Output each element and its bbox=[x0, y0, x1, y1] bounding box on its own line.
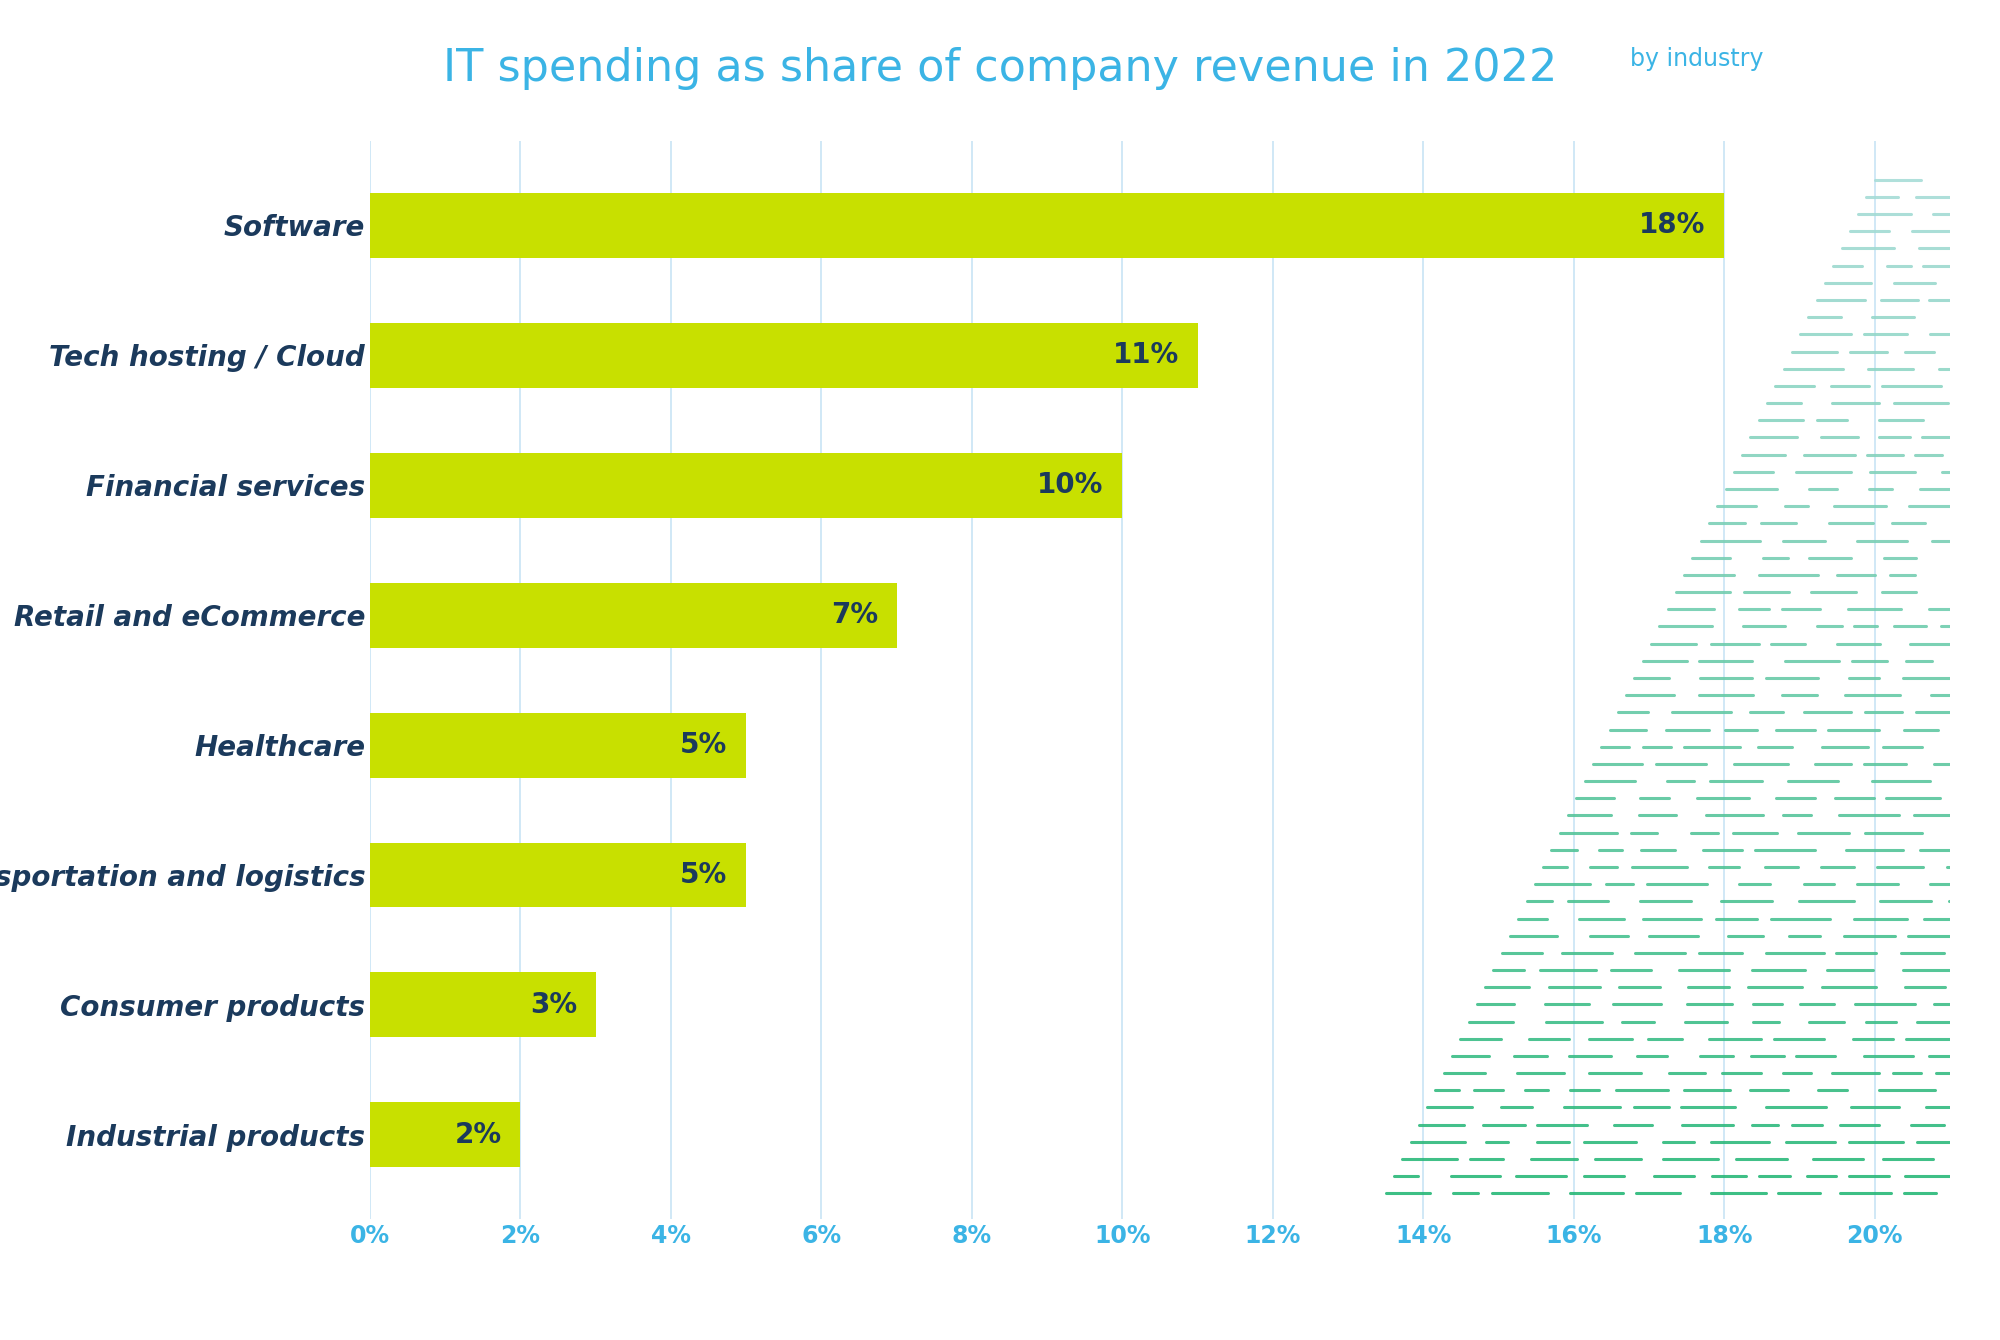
Bar bbox=[370, 323, 1198, 387]
Text: 5%: 5% bbox=[680, 732, 728, 758]
Text: 5%: 5% bbox=[680, 862, 728, 888]
Text: 2%: 2% bbox=[454, 1122, 502, 1148]
Text: 10%: 10% bbox=[1038, 472, 1104, 498]
Text: 18%: 18% bbox=[1640, 212, 1706, 239]
Bar bbox=[370, 973, 596, 1037]
Bar bbox=[370, 453, 1122, 517]
Bar bbox=[370, 583, 896, 647]
Text: 3%: 3% bbox=[530, 992, 576, 1018]
Text: 7%: 7% bbox=[830, 602, 878, 628]
Text: 11%: 11% bbox=[1112, 342, 1178, 368]
Text: by industry: by industry bbox=[1630, 47, 1764, 71]
Bar bbox=[370, 843, 746, 907]
Text: IT spending as share of company revenue in 2022: IT spending as share of company revenue … bbox=[442, 47, 1558, 90]
Bar bbox=[370, 1103, 520, 1167]
Bar bbox=[370, 713, 746, 777]
Bar bbox=[370, 193, 1724, 257]
